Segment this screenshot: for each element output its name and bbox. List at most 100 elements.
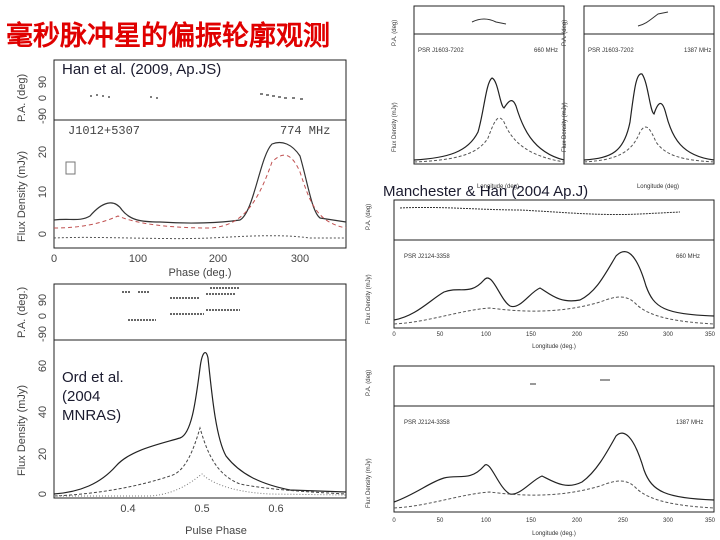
han2009-pa-axis-label: P.A. (deg) [16, 74, 28, 122]
top-small-flux-axis-label: Flux Density (mJy) [392, 102, 398, 152]
ord2004-linear-line [53, 426, 347, 497]
ord2004-circular-line [54, 473, 347, 497]
top-small-pa-panel [583, 5, 715, 35]
j2124-x-tick: 100 [481, 332, 492, 338]
han2009-pa-tick: 90 [37, 76, 49, 88]
j2124-flux-panel [393, 405, 715, 513]
han2009-flux-tick: 10 [37, 186, 49, 198]
j2124-pa-axis-label: P.A. (deg) [366, 370, 372, 396]
han2009-flux-axis-label: Flux Density (mJy) [16, 151, 28, 242]
top-small-pa-curve [471, 18, 507, 25]
han2009-flux-tick: 0 [37, 231, 49, 237]
j2124-x-axis-label: Longitude (deg.) [532, 344, 576, 350]
j2124-x-tick: 250 [618, 518, 629, 524]
j2124-flux-panel [393, 239, 715, 329]
j2124-x-tick: 350 [705, 332, 716, 338]
top-small-total-line [413, 77, 565, 161]
han2009-phase-tick: 0 [51, 253, 57, 265]
han2009-phase-tick: 100 [129, 253, 147, 265]
ord2004-flux-axis-label: Flux Density (mJy) [16, 385, 28, 476]
ord2004-figure: P.A. (deg.) 90 0 -90 Flux Density (mJy) … [16, 283, 347, 537]
top-small-figure-left: P.A. (deg) Flux Density (mJy) PSR J1603-… [392, 5, 565, 190]
top-small-linear-line [583, 126, 715, 163]
han2009-pa-points [90, 93, 303, 100]
han2009-pa-tick: 0 [37, 95, 49, 101]
j2124-x-tick: 150 [526, 332, 537, 338]
ord2004-phase-axis-label: Pulse Phase [185, 525, 247, 537]
j2124-total-line [393, 251, 715, 321]
han2009-linear-line [53, 154, 347, 229]
caption-ord2004-line1: Ord et al. [62, 369, 124, 386]
top-small-total-line [583, 73, 715, 161]
j2124-pa-panel [393, 365, 715, 407]
top-small-x-axis-label: Longitude (deg) [477, 184, 519, 190]
han2009-circular-line [53, 235, 346, 240]
j2124-figure-660: P.A. (deg) Flux Density (mJy) PSR J2124-… [366, 199, 716, 350]
j2124-x-tick: 0 [392, 518, 396, 524]
ord2004-pa-panel [53, 283, 347, 341]
top-small-flux-panel [583, 33, 715, 165]
j2124-x-tick: 150 [526, 518, 537, 524]
ord2004-pa-tick: -90 [37, 326, 49, 342]
ord2004-flux-tick: 20 [37, 448, 49, 460]
j2124-linear-line [393, 296, 715, 325]
han2009-legend-box [65, 161, 76, 175]
j2124-figure-1387: P.A. (deg) Flux Density (mJy) PSR J2124-… [366, 365, 716, 537]
j2124-x-axis-label: Longitude (deg.) [532, 531, 576, 537]
j2124-x-tick: 200 [572, 332, 583, 338]
j2124-frequency: 1387 MHz [676, 420, 703, 426]
j2124-flux-axis-label: Flux Density (mJy) [366, 458, 372, 508]
ord2004-total-intensity-line [53, 351, 347, 495]
j2124-frequency: 660 MHz [676, 254, 700, 260]
han2009-flux-tick: 20 [37, 146, 49, 158]
j2124-x-tick: 300 [663, 332, 674, 338]
top-small-linear-line [413, 117, 565, 163]
top-small-frequency: 660 MHz [534, 48, 558, 54]
han2009-pulsar-name: J1012+5307 [68, 124, 140, 138]
caption-manchester-han: Manchester & Han (2004 Ap.J) [383, 183, 589, 200]
caption-ord2004-line2: (2004 [62, 388, 101, 405]
ord2004-flux-tick: 60 [37, 360, 49, 372]
top-small-pa-axis-label: P.A. (deg) [562, 20, 568, 46]
ord2004-phase-tick: 0.6 [268, 503, 283, 515]
ord2004-flux-tick: 0 [37, 491, 49, 497]
ord2004-flux-tick: 40 [37, 406, 49, 418]
ord2004-pa-tick: 90 [37, 294, 49, 306]
j2124-x-tick: 200 [572, 518, 583, 524]
j2124-pa-panel [393, 199, 715, 241]
j2124-x-tick: 50 [437, 332, 444, 338]
j2124-total-line [393, 432, 715, 503]
j2124-x-tick: 300 [663, 518, 674, 524]
j2124-pa-curve [530, 379, 610, 385]
han2009-total-intensity-line [53, 141, 347, 224]
han2009-phase-tick: 200 [209, 253, 227, 265]
han2009-flux-panel [53, 119, 347, 249]
ord2004-phase-tick: 0.5 [194, 503, 209, 515]
j2124-x-tick: 50 [437, 518, 444, 524]
top-small-x-axis-label: Longitude (deg) [637, 184, 679, 190]
j2124-x-tick: 100 [481, 518, 492, 524]
top-small-pulsar-name: PSR J1603-7202 [418, 48, 464, 54]
top-small-pulsar-name: PSR J1603-7202 [588, 48, 634, 54]
ord2004-pa-tick: 0 [37, 313, 49, 319]
slide-title: 毫秒脉冲星的偏振轮廓观测 [6, 21, 330, 52]
top-small-frequency: 1387 MHz [684, 48, 711, 54]
top-small-figure-right: P.A. (deg) Flux Density (mJy) PSR J1603-… [562, 5, 715, 190]
j2124-pulsar-name: PSR J2124-3358 [404, 420, 450, 426]
han2009-phase-axis-label: Phase (deg.) [169, 267, 232, 279]
top-small-flux-axis-label: Flux Density (mJy) [562, 102, 568, 152]
j2124-pa-axis-label: P.A. (deg) [366, 204, 372, 230]
caption-ord2004: Ord et al. (2004 MNRAS) [62, 368, 124, 425]
top-small-flux-panel [413, 33, 565, 165]
j2124-flux-axis-label: Flux Density (mJy) [366, 274, 372, 324]
han2009-figure: P.A. (deg) 90 0 -90 Flux Density (mJy) 2… [16, 59, 347, 279]
top-small-pa-curve [637, 11, 669, 27]
han2009-frequency: 774 MHz [280, 124, 330, 138]
ord2004-pa-axis-label: P.A. (deg.) [16, 287, 28, 338]
j2124-x-tick: 250 [618, 332, 629, 338]
caption-ord2004-line3: MNRAS) [62, 407, 122, 424]
han2009-pa-tick: -90 [37, 108, 49, 124]
caption-han2009: Han et al. (2009, Ap.JS) [62, 61, 222, 78]
j2124-pa-curve [399, 206, 681, 216]
ord2004-pa-points [122, 287, 240, 321]
